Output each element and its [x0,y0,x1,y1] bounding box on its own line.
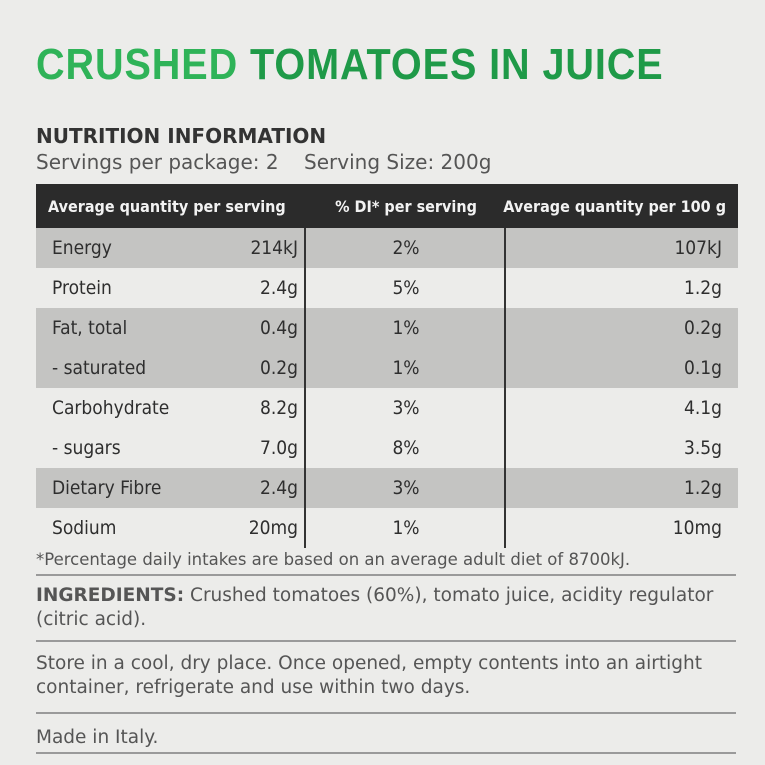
per-100g: 107kJ [674,237,722,259]
column-header: % DI* per serving [335,196,477,216]
title: CRUSHED TOMATOES IN JUICE [36,40,664,90]
daily-intake: 1% [392,517,420,539]
title-bold: TOMATOES IN JUICE [250,40,664,89]
rule [36,712,736,714]
table-row: Fat, total 0.4g 1% 0.2g [36,308,738,348]
table-row: - sugars 7.0g 8% 3.5g [36,428,738,468]
servings-line: Servings per package: 2 Serving Size: 20… [36,150,491,174]
divider [304,308,306,348]
divider [304,508,306,548]
per-100g: 4.1g [683,397,722,419]
table-row: Carbohydrate 8.2g 3% 4.1g [36,388,738,428]
per-100g: 1.2g [683,477,722,499]
column-header: Average quantity per serving [48,196,286,216]
table-row: Energy 214kJ 2% 107kJ [36,228,738,268]
nutrient: - saturated [52,357,147,379]
divider [504,428,506,468]
divider [504,388,506,428]
title-light: CRUSHED [36,40,239,89]
divider [504,268,506,308]
table-row: Sodium 20mg 1% 10mg [36,508,738,548]
per-100g: 3.5g [683,437,722,459]
per-100g: 0.1g [683,357,722,379]
per-serving: 2.4g [259,277,298,299]
table-row: Dietary Fibre 2.4g 3% 1.2g [36,468,738,508]
nutrient: Carbohydrate [52,397,170,419]
table-row: Protein 2.4g 5% 1.2g [36,268,738,308]
per-100g: 0.2g [683,317,722,339]
serving-size: Serving Size: 200g [304,150,492,174]
divider [504,308,506,348]
divider [504,348,506,388]
ingredients: INGREDIENTS: Crushed tomatoes (60%), tom… [36,584,746,632]
daily-intake: 1% [392,317,420,339]
rule [36,640,736,642]
divider [304,348,306,388]
per-serving: 0.4g [259,317,298,339]
per-serving: 7.0g [259,437,298,459]
per-serving: 8.2g [259,397,298,419]
per-serving: 20mg [248,517,298,539]
origin: Made in Italy. [36,727,159,748]
ingredients-text: Crushed tomatoes (60%), tomato juice, ac… [36,585,714,630]
daily-intake: 2% [392,237,420,259]
nutrient: - sugars [52,437,121,459]
divider [304,428,306,468]
daily-intake: 5% [392,277,420,299]
nutrient: Dietary Fibre [52,477,162,499]
footnote: *Percentage daily intakes are based on a… [36,550,631,569]
divider [504,228,506,268]
divider [304,388,306,428]
daily-intake: 8% [392,437,420,459]
divider [304,268,306,308]
storage: Store in a cool, dry place. Once opened,… [36,653,702,698]
ingredients-label: INGREDIENTS: [36,585,185,606]
per-serving: 0.2g [259,357,298,379]
per-100g: 10mg [672,517,722,539]
rule [36,752,736,754]
daily-intake: 1% [392,357,420,379]
table-row: - saturated 0.2g 1% 0.1g [36,348,738,388]
header-row: Average quantity per serving % DI* per se… [36,184,738,228]
divider [304,468,306,508]
nutrient: Energy [52,237,112,259]
nutrient: Protein [52,277,112,299]
per-serving: 2.4g [259,477,298,499]
heading: NUTRITION INFORMATION [36,124,327,148]
rule [36,574,736,576]
per-serving: 214kJ [250,237,298,259]
daily-intake: 3% [392,397,420,419]
daily-intake: 3% [392,477,420,499]
nutrition-table: Average quantity per serving % DI* per se… [36,184,738,548]
nutrient: Sodium [52,517,117,539]
column-header: Average quantity per 100 g [503,196,726,216]
divider [504,468,506,508]
divider [504,508,506,548]
nutrient: Fat, total [52,317,128,339]
servings: Servings per package: 2 [36,150,279,174]
divider [304,228,306,268]
per-100g: 1.2g [683,277,722,299]
